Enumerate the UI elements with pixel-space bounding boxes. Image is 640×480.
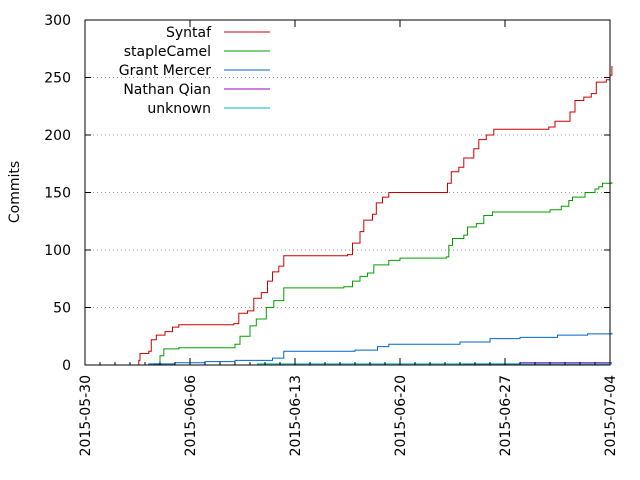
x-tick-label: 2015-06-06: [183, 375, 199, 456]
x-tick-label: 2015-07-04: [603, 375, 619, 456]
legend-label: Syntaf: [166, 25, 212, 41]
legend-label: stapleCamel: [124, 44, 211, 60]
y-tick-label: 250: [44, 71, 71, 87]
series-line-grant-mercer: [145, 332, 613, 366]
y-tick-label: 300: [44, 13, 71, 29]
x-tick-label: 2015-06-13: [288, 375, 304, 456]
legend: Syntaf stapleCamel Grant Mercer Nathan Qian…: [119, 25, 270, 117]
x-tick-label: 2015-05-30: [78, 375, 94, 456]
y-tick-label: 100: [44, 243, 71, 259]
x-tick-label: 2015-06-20: [393, 375, 409, 456]
y-tick-label: 200: [44, 128, 71, 144]
x-tick-label: 2015-06-27: [498, 375, 514, 456]
y-tick-label: 0: [62, 358, 71, 374]
y-axis: 0 50 100 150 200 250 300: [44, 13, 610, 374]
series-line-syntaf: [137, 66, 613, 366]
series-line-staplecamel: [151, 182, 613, 366]
x-axis: 2015-05-30 2015-06-06 2015-06-13 2015-06-20…: [78, 20, 619, 456]
legend-label: Nathan Qian: [123, 82, 211, 98]
y-tick-label: 50: [53, 301, 71, 317]
y-axis-label: Commits: [7, 161, 23, 223]
legend-label: Grant Mercer: [119, 63, 211, 79]
legend-label: unknown: [147, 101, 211, 117]
y-tick-label: 150: [44, 186, 71, 202]
